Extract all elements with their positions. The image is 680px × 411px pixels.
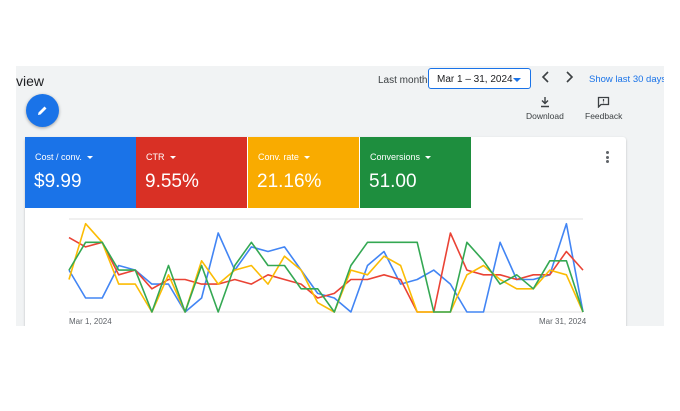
series-line-2 [68, 232, 584, 313]
metric-value: 51.00 [369, 171, 417, 192]
x-axis-end-label: Mar 31, 2024 [539, 317, 587, 326]
metric-label: Conversions [370, 152, 432, 162]
metric-value: 9.55% [145, 171, 199, 192]
date-range-label: Last month [378, 75, 428, 86]
pencil-icon [38, 106, 47, 115]
feedback-icon [598, 96, 610, 108]
overview-panel: view Last month Mar 1 – 31, 2024 Show la… [16, 66, 664, 326]
series-line-4 [68, 241, 584, 313]
metric-tile-conversions[interactable]: Conversions 51.00 [360, 137, 471, 208]
date-range-value: Mar 1 – 31, 2024 [437, 74, 513, 85]
edit-button[interactable] [26, 94, 59, 127]
metric-tile-cost-per-conv[interactable]: Cost / conv. $9.99 [25, 137, 136, 208]
metric-tile-conv-rate[interactable]: Conv. rate 21.16% [248, 137, 359, 208]
download-icon [540, 97, 549, 108]
chart-grid [69, 218, 583, 313]
metric-label: Cost / conv. [35, 152, 93, 162]
performance-card: Cost / conv. $9.99 CTR 9.55% Conv. rate … [25, 137, 626, 326]
more-options-icon[interactable] [603, 151, 611, 165]
chevron-down-icon [425, 156, 432, 159]
chevron-right-icon[interactable] [562, 70, 576, 84]
download-label: Download [526, 111, 564, 121]
metric-label-text: Cost / conv. [35, 152, 82, 162]
feedback-label: Feedback [585, 111, 623, 121]
metric-tile-ctr[interactable]: CTR 9.55% [136, 137, 247, 208]
page-title: view [16, 73, 45, 89]
chevron-down-icon [169, 156, 176, 159]
metric-value: 21.16% [257, 171, 322, 192]
show-last-30-days-link[interactable]: Show last 30 days [589, 74, 664, 85]
chart-series [68, 222, 584, 313]
performance-line-chart [68, 218, 584, 313]
metric-value: $9.99 [34, 171, 82, 192]
chevron-down-icon [303, 156, 310, 159]
feedback-button[interactable]: Feedback [585, 96, 622, 121]
metric-label-text: CTR [146, 152, 165, 162]
date-range-select[interactable]: Mar 1 – 31, 2024 [428, 68, 531, 89]
x-axis-start-label: Mar 1, 2024 [69, 317, 112, 326]
metric-label: Conv. rate [258, 152, 310, 162]
metric-label-text: Conv. rate [258, 152, 299, 162]
metric-label-text: Conversions [370, 152, 421, 162]
metric-label: CTR [146, 152, 176, 162]
dropdown-caret-icon [513, 78, 521, 82]
chevron-left-icon[interactable] [539, 70, 553, 84]
chevron-down-icon [86, 156, 93, 159]
download-button[interactable]: Download [526, 96, 564, 121]
